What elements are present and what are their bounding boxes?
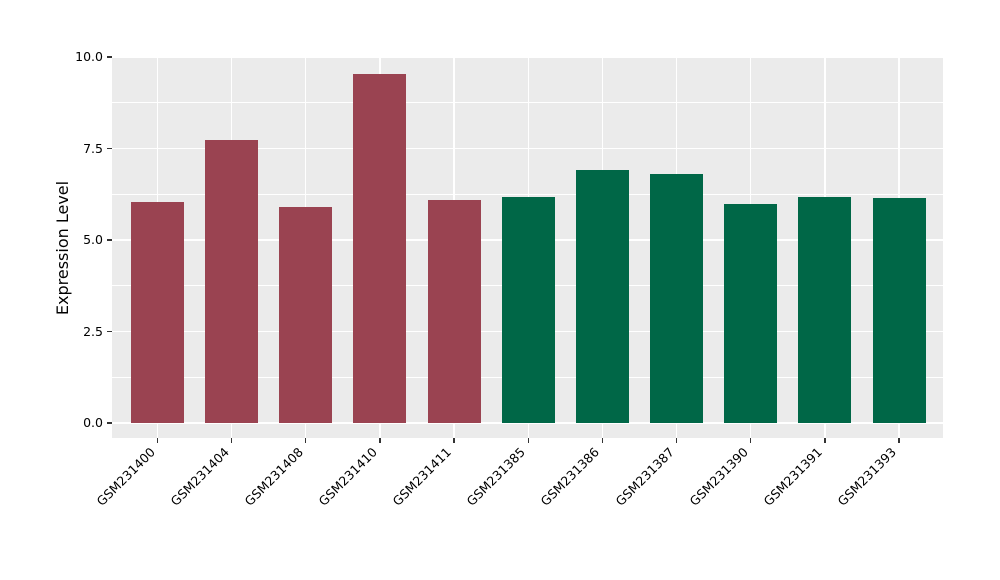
x-tick-mark (453, 438, 455, 443)
x-tick-mark (379, 438, 381, 443)
y-tick-mark (107, 330, 112, 333)
x-tick-mark (824, 438, 826, 443)
y-tick-label: 0.0 (83, 415, 103, 430)
plot-panel (112, 56, 943, 438)
bar-GSM231387 (650, 174, 704, 423)
x-tick-mark (601, 438, 604, 443)
x-tick-label: GSM231400 (93, 444, 158, 509)
gridline-major (112, 56, 943, 58)
x-tick-mark (675, 438, 678, 443)
x-tick-label: GSM231404 (167, 444, 232, 509)
bar-GSM231385 (501, 197, 555, 423)
x-tick-mark (750, 438, 752, 443)
x-tick-mark (898, 438, 900, 443)
bar-GSM231393 (872, 197, 926, 423)
y-tick-label: 5.0 (83, 232, 103, 247)
x-tick-label: GSM231408 (241, 444, 306, 509)
bar-GSM231391 (798, 197, 852, 423)
x-tick-mark (156, 438, 159, 443)
bar-GSM231404 (205, 140, 259, 423)
bar-GSM231390 (724, 204, 778, 423)
y-tick-mark (107, 147, 112, 150)
bar-GSM231400 (131, 201, 184, 423)
y-tick-mark (107, 422, 112, 424)
y-tick-label: 2.5 (83, 323, 103, 339)
bar-GSM231410 (353, 73, 407, 423)
gridline-major (112, 422, 943, 424)
gridline-minor (112, 102, 943, 104)
x-tick-mark (305, 438, 307, 443)
gridline-minor (112, 193, 943, 195)
bar-GSM231386 (575, 170, 629, 423)
y-tick-label: 7.5 (83, 140, 103, 156)
x-tick-mark (527, 438, 529, 443)
y-tick-label: 10.0 (75, 49, 103, 64)
y-tick-mark (107, 56, 112, 58)
gridline-major (112, 147, 943, 150)
x-tick-label: GSM231390 (686, 444, 751, 509)
bar-GSM231408 (279, 206, 333, 423)
x-tick-mark (230, 438, 233, 443)
y-tick-mark (107, 239, 112, 241)
bar-GSM231411 (427, 200, 481, 423)
